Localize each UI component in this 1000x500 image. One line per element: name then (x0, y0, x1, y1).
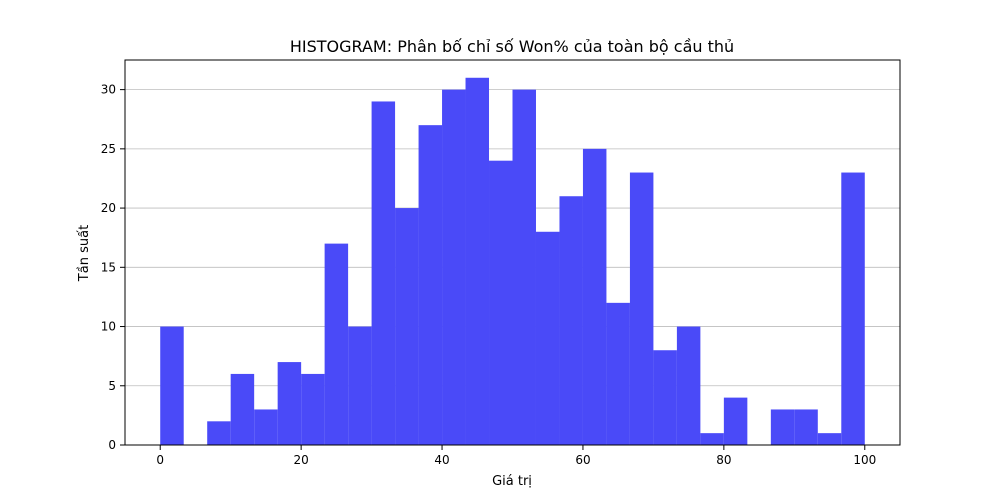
x-tick-label: 60 (575, 453, 590, 467)
chart-title: HISTOGRAM: Phân bố chỉ số Won% của toàn … (290, 37, 734, 56)
y-tick-label: 5 (108, 379, 116, 393)
histogram-bar (653, 350, 677, 445)
x-tick-label: 0 (156, 453, 164, 467)
histogram-bar (676, 326, 701, 445)
histogram-bar (606, 302, 630, 445)
y-tick-label: 25 (101, 142, 116, 156)
histogram-bar (512, 89, 536, 445)
x-tick-label: 20 (293, 453, 308, 467)
y-tick-label: 15 (101, 260, 116, 274)
y-tick-label: 10 (101, 320, 116, 334)
histogram-bar (371, 101, 396, 445)
histogram-bar (489, 160, 513, 445)
x-tick-label: 100 (853, 453, 876, 467)
histogram-bar (277, 362, 302, 445)
histogram-bar (207, 421, 231, 445)
histogram-bar (418, 125, 443, 446)
histogram-bar (629, 172, 654, 446)
y-axis: 0 5 10 15 20 25 30 (101, 83, 125, 452)
histogram-bar (559, 196, 583, 445)
bars (160, 77, 865, 446)
histogram-bar (723, 397, 748, 445)
x-tick-label: 80 (716, 453, 731, 467)
y-tick-label: 0 (108, 438, 116, 452)
y-tick-label: 20 (101, 201, 116, 215)
x-axis-label: Giá trị (492, 474, 532, 489)
histogram-bar (841, 172, 865, 446)
y-axis-label: Tần suất (77, 225, 92, 282)
histogram-bar (395, 208, 419, 445)
histogram-bar (160, 326, 184, 445)
y-tick-label: 30 (101, 83, 116, 97)
histogram-bar (442, 89, 466, 445)
histogram-bar (700, 433, 724, 445)
histogram-bar (301, 373, 325, 445)
histogram-bar (582, 148, 607, 445)
x-axis: 0 20 40 60 80 100 (156, 445, 876, 467)
histogram-bar (794, 409, 818, 445)
histogram-bar (348, 326, 372, 445)
histogram-bar (230, 373, 255, 445)
histogram-bar (817, 433, 842, 445)
histogram-bar (324, 243, 349, 445)
plot-frame (124, 59, 901, 446)
histogram-bar (254, 409, 278, 445)
histogram-bar (535, 231, 560, 445)
histogram-bar (770, 409, 795, 445)
histogram-bar (465, 77, 490, 446)
x-tick-label: 40 (434, 453, 449, 467)
